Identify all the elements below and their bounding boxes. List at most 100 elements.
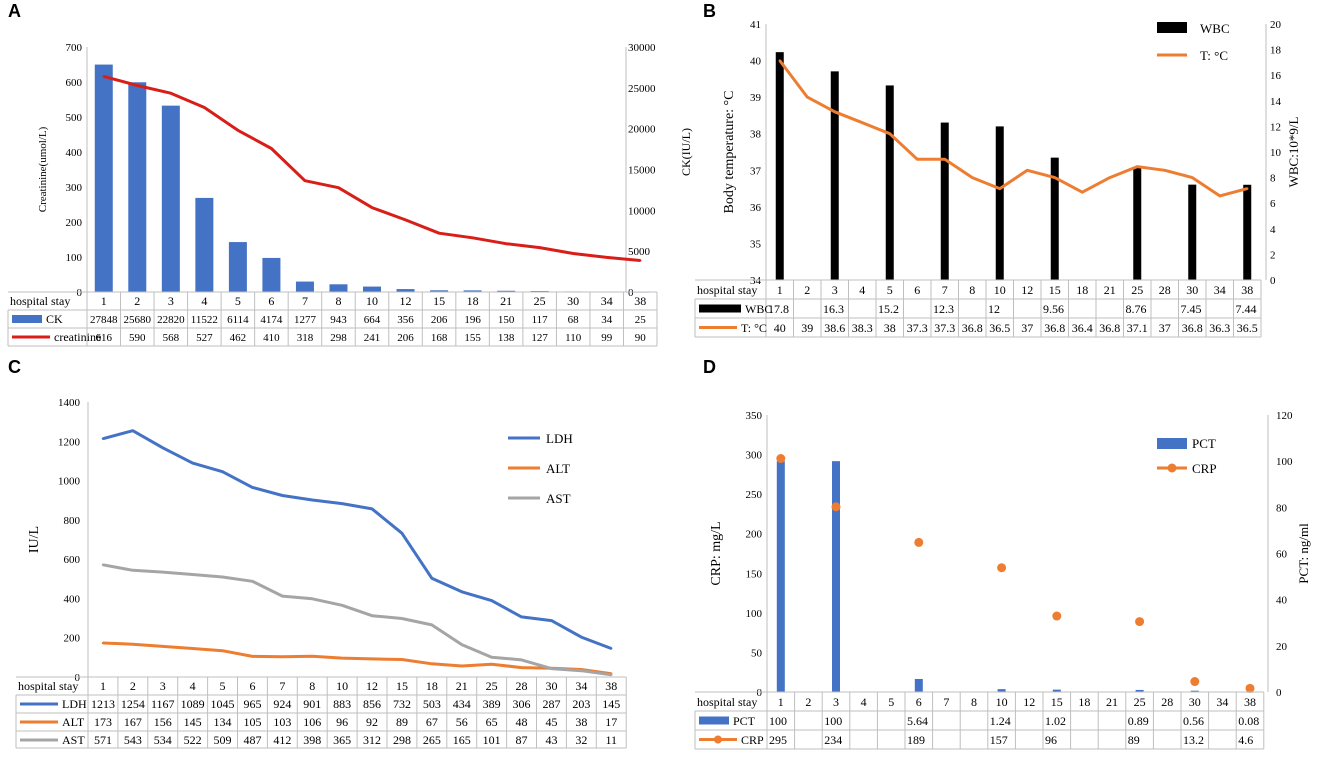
point-ldh bbox=[101, 437, 105, 440]
bar-wbc bbox=[940, 122, 949, 280]
category-label: 12 bbox=[366, 679, 378, 693]
table-cell: 1254 bbox=[121, 697, 145, 711]
category-label: 34 bbox=[1214, 283, 1226, 297]
right-tick-label: 10 bbox=[1270, 147, 1282, 159]
category-label: 38 bbox=[634, 294, 646, 308]
category-label: 4 bbox=[861, 695, 867, 709]
table-cell: 6114 bbox=[227, 314, 249, 326]
point-ast bbox=[550, 667, 553, 670]
point-ast bbox=[101, 563, 105, 567]
bar-ck bbox=[430, 290, 449, 292]
category-label: 6 bbox=[268, 294, 274, 308]
point-alt bbox=[281, 655, 284, 658]
left-axis-title: CRP: mg/L bbox=[709, 521, 724, 585]
table-cell: 168 bbox=[431, 332, 448, 344]
point-creatinine bbox=[169, 92, 173, 95]
table-cell: 96 bbox=[1045, 733, 1057, 747]
category-label: 25 bbox=[534, 294, 546, 308]
right-tick-label: 0 bbox=[628, 287, 634, 299]
table-cell: 103 bbox=[273, 715, 291, 729]
left-tick-label: 36 bbox=[750, 202, 762, 214]
table-cell: 487 bbox=[243, 733, 261, 747]
panel-label-b: B bbox=[703, 1, 716, 21]
category-label: 28 bbox=[1159, 283, 1171, 297]
point-ast bbox=[340, 604, 344, 607]
category-label: 1 bbox=[101, 294, 107, 308]
bar-ck bbox=[497, 290, 516, 292]
point-crp bbox=[1190, 677, 1200, 687]
point-tc bbox=[861, 121, 864, 124]
table-cell: 36.8 bbox=[1099, 321, 1120, 335]
point-creatinine bbox=[404, 218, 407, 222]
panel-label-a: A bbox=[8, 1, 21, 21]
category-label: 4 bbox=[201, 294, 207, 308]
bar-ck bbox=[94, 64, 113, 292]
right-tick-label: 60 bbox=[1276, 549, 1288, 561]
table-cell: 37.3 bbox=[907, 321, 928, 335]
table-header: hospital stay bbox=[697, 283, 757, 297]
category-label: 8 bbox=[969, 283, 975, 297]
category-label: 28 bbox=[1161, 695, 1173, 709]
category-label: 25 bbox=[1131, 283, 1143, 297]
right-tick-label: 2 bbox=[1270, 249, 1276, 261]
bar-pct bbox=[997, 689, 1006, 692]
point-tc bbox=[778, 59, 781, 62]
point-alt bbox=[460, 664, 463, 668]
left-tick-label: 350 bbox=[746, 410, 763, 422]
point-alt bbox=[370, 657, 374, 661]
table-cell: 134 bbox=[214, 715, 232, 729]
category-label: 8 bbox=[971, 695, 977, 709]
point-ldh bbox=[161, 446, 164, 449]
legend-swatch-crp-marker bbox=[1167, 463, 1177, 473]
table-cell: 4174 bbox=[260, 314, 283, 326]
point-tc bbox=[1136, 165, 1139, 168]
table-cell: 15.2 bbox=[878, 302, 899, 316]
point-ast bbox=[281, 594, 284, 598]
point-alt bbox=[400, 658, 404, 661]
point-ldh bbox=[580, 635, 583, 639]
line-tc bbox=[778, 59, 1248, 198]
table-cell: 0.08 bbox=[1238, 714, 1259, 728]
point-creatinine bbox=[370, 206, 374, 209]
point-creatinine bbox=[504, 242, 508, 245]
right-tick-label: 15000 bbox=[628, 165, 656, 177]
category-label: 6 bbox=[249, 679, 255, 693]
category-label: 2 bbox=[804, 283, 810, 297]
category-label: 12 bbox=[1021, 283, 1033, 297]
point-creatinine bbox=[303, 179, 307, 182]
table-cell: 48 bbox=[516, 715, 528, 729]
left-tick-label: 300 bbox=[746, 450, 763, 462]
point-creatinine bbox=[437, 232, 441, 235]
table-cell: 0.56 bbox=[1183, 714, 1204, 728]
point-ast bbox=[191, 573, 194, 576]
legend-swatch-wbc bbox=[1157, 22, 1187, 33]
category-label: 7 bbox=[942, 283, 948, 297]
table-cell: 7.44 bbox=[1236, 302, 1257, 316]
legend-key-wbc bbox=[699, 304, 741, 313]
point-alt bbox=[101, 641, 105, 645]
legend-label-ldh: LDH bbox=[546, 431, 573, 446]
category-label: 21 bbox=[1106, 695, 1118, 709]
table-cell: 36.3 bbox=[1209, 321, 1230, 335]
left-tick-label: 39 bbox=[750, 92, 762, 104]
legend-label-ast: AST bbox=[546, 491, 571, 506]
category-label: 15 bbox=[1049, 283, 1061, 297]
right-tick-label: 12 bbox=[1270, 121, 1281, 133]
category-label: 1 bbox=[777, 283, 783, 297]
row-name-ast: AST bbox=[62, 733, 85, 747]
table-cell: 571 bbox=[94, 733, 112, 747]
category-label: 3 bbox=[833, 695, 839, 709]
row-name-creatinine: creatinine bbox=[54, 330, 101, 344]
left-tick-label: 38 bbox=[750, 129, 762, 141]
category-label: 30 bbox=[1189, 695, 1201, 709]
table-cell: 534 bbox=[154, 733, 172, 747]
table-cell: 156 bbox=[154, 715, 172, 729]
left-tick-label: 35 bbox=[750, 238, 762, 250]
left-axis-title: Creatinine(umol/L) bbox=[37, 126, 49, 212]
point-crp bbox=[997, 563, 1007, 573]
row-name-ck: CK bbox=[46, 312, 63, 326]
category-label: 15 bbox=[396, 679, 408, 693]
category-label: 2 bbox=[805, 695, 811, 709]
panel-label-c: C bbox=[8, 357, 21, 377]
